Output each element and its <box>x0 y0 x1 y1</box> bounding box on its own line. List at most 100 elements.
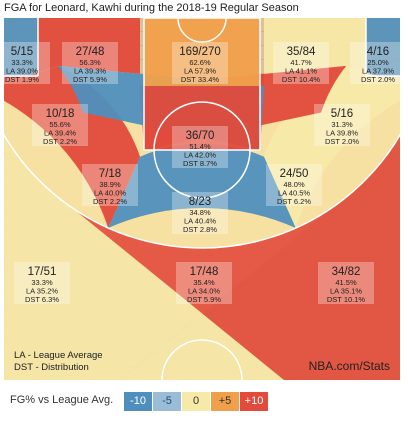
zone-label-bg <box>318 262 374 304</box>
zone-label-bg <box>273 42 329 84</box>
zone-pct: 35.4% <box>193 278 215 287</box>
zone-league-avg: LA 41.1% <box>285 67 317 76</box>
zone-distribution: DST 6.2% <box>277 197 311 206</box>
zone-pct: 41.5% <box>335 278 357 287</box>
free-throw-circle <box>153 101 251 199</box>
zone-distribution: DST 2.2% <box>43 137 77 146</box>
chart-title: FGA for Leonard, Kawhi during the 2018-1… <box>4 2 299 14</box>
zone-right-wing-3 <box>72 76 400 380</box>
zone-top-key-mid <box>108 143 296 229</box>
zone-label-bg <box>14 262 70 304</box>
source-label: NBA.com/Stats <box>309 359 390 373</box>
zone-distribution: DST 8.7% <box>183 159 217 168</box>
zone-fg: 4/16 <box>367 46 389 58</box>
zone-league-avg: LA 40.0% <box>94 189 126 198</box>
legend-title: FG% vs League Avg. <box>10 394 114 406</box>
note-league-average: LA - League Average <box>14 350 103 361</box>
zone-league-avg: LA 39.8% <box>326 129 358 138</box>
zone-pct: 56.3% <box>79 58 101 67</box>
zone-fg: 17/48 <box>190 266 219 278</box>
zone-distribution: DST 10.1% <box>327 295 366 304</box>
zone-distribution: DST 10.4% <box>282 75 321 84</box>
zone-league-avg: LA 40.4% <box>184 217 216 226</box>
zone-fg: 34/82 <box>332 266 361 278</box>
zone-league-avg: LA 39.3% <box>74 67 106 76</box>
zone-pct: 33.3% <box>11 58 33 67</box>
paint-lane <box>143 18 261 151</box>
zone-label-bg <box>32 104 88 146</box>
zone-fg: 5/15 <box>11 46 33 58</box>
zone-pct: 51.4% <box>189 142 211 151</box>
zone-label-bg <box>266 164 322 206</box>
zone-league-avg: LA 35.1% <box>330 287 362 296</box>
legend-item: 0 <box>182 392 210 411</box>
legend-item: -10 <box>124 392 152 411</box>
zone-left-corner-3 <box>4 18 38 76</box>
legend-item: +10 <box>240 392 268 411</box>
zone-label-bg <box>62 42 118 84</box>
legend-item: +5 <box>211 392 239 411</box>
legend-item: -5 <box>153 392 181 411</box>
zone-distribution: DST 33.4% <box>181 75 220 84</box>
zone-label-bg <box>172 42 228 84</box>
zone-left-wing-3 <box>4 76 332 380</box>
zone-pct: 41.7% <box>290 58 312 67</box>
zone-label-bg <box>82 164 138 206</box>
zone-league-avg: LA 37.9% <box>362 67 394 76</box>
three-point-line <box>4 75 400 249</box>
restricted-arc <box>177 18 227 43</box>
zone-pct: 48.0% <box>283 180 305 189</box>
zone-fg: 8/23 <box>189 196 211 208</box>
zone-distribution: DST 2.8% <box>183 225 217 234</box>
zone-fg: 24/50 <box>280 168 309 180</box>
zone-label-bg <box>172 126 228 168</box>
zone-league-avg: LA 40.5% <box>278 189 310 198</box>
zone-pct: 25.0% <box>367 58 389 67</box>
zone-pct: 31.3% <box>331 120 353 129</box>
zone-label-bg <box>4 42 50 84</box>
zone-league-avg: LA 57.9% <box>184 67 216 76</box>
zone-label-bg <box>314 104 370 146</box>
zone-league-avg: LA 35.2% <box>26 287 58 296</box>
zone-fg: 169/270 <box>179 46 221 58</box>
zone-pct: 38.9% <box>99 180 121 189</box>
half-court-circle <box>161 339 243 380</box>
zone-pct: 34.8% <box>189 208 211 217</box>
zone-league-avg: LA 34.0% <box>188 287 220 296</box>
zone-label-bg <box>172 192 228 234</box>
zone-league-avg: LA 39.4% <box>44 129 76 138</box>
zone-distribution: DST 1.9% <box>5 75 39 84</box>
zone-fg: 7/18 <box>99 168 121 180</box>
zone-distribution: DST 2.0% <box>361 75 395 84</box>
zone-label-bg <box>176 262 232 304</box>
zone-distribution: DST 5.9% <box>73 75 107 84</box>
zone-fg: 5/16 <box>331 108 353 120</box>
zone-fg: 35/84 <box>287 46 316 58</box>
zone-restricted-area <box>144 18 260 86</box>
zone-fg: 10/18 <box>46 108 75 120</box>
zone-fg: 36/70 <box>186 130 215 142</box>
zone-distribution: DST 2.0% <box>325 137 359 146</box>
zone-paint-non-ra <box>144 86 260 150</box>
zone-pct: 33.3% <box>31 278 53 287</box>
zone-fg: 27/48 <box>76 46 105 58</box>
zone-pct: 55.6% <box>49 120 71 129</box>
note-distribution: DST - Distribution <box>14 362 89 373</box>
zone-fg: 17/51 <box>28 266 57 278</box>
zone-distribution: DST 6.3% <box>25 295 59 304</box>
zone-right-corner-3 <box>366 18 400 76</box>
